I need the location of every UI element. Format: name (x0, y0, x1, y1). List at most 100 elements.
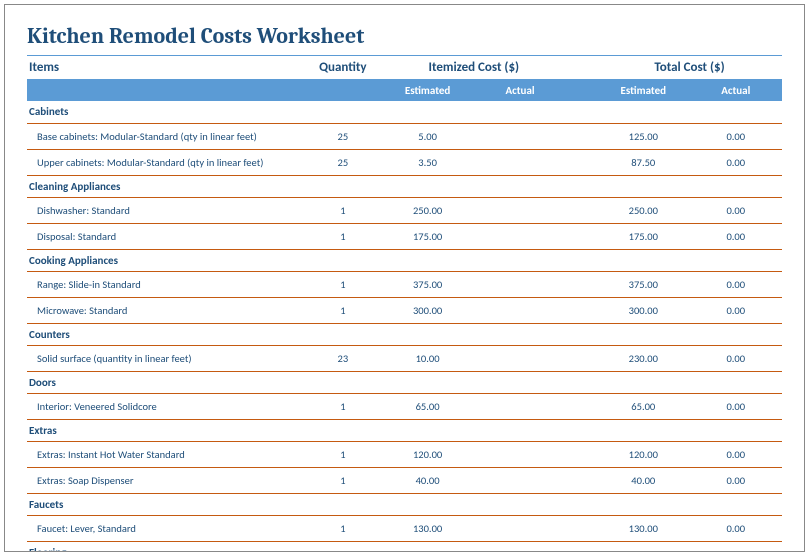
item-total-actual: 0.00 (690, 441, 783, 467)
item-actual (474, 467, 566, 493)
item-label: Upper cabinets: Modular-Standard (qty in… (27, 149, 304, 175)
item-estimated: 375.00 (381, 271, 473, 297)
table-row: Base cabinets: Modular-Standard (qty in … (27, 123, 782, 149)
item-total-actual: 0.00 (690, 515, 783, 541)
table-row: Faucet: Lever, Standard1130.00130.000.00 (27, 515, 782, 541)
table-row: Disposal: Standard1175.00175.000.00 (27, 223, 782, 249)
item-qty: 1 (304, 441, 381, 467)
page-title: Kitchen Remodel Costs Worksheet (27, 23, 782, 49)
item-estimated: 3.50 (381, 149, 473, 175)
gap (566, 441, 597, 467)
item-actual (474, 197, 566, 223)
subheader-estimated: Estimated (381, 80, 473, 102)
item-label: Extras: Soap Dispenser (27, 467, 304, 493)
item-total-actual: 0.00 (690, 271, 783, 297)
section-header: Extras (27, 419, 782, 441)
gap (566, 515, 597, 541)
item-label: Interior: Veneered Solidcore (27, 393, 304, 419)
section-header: Flooring (27, 541, 782, 552)
item-actual (474, 393, 566, 419)
item-total-actual: 0.00 (690, 467, 783, 493)
item-total-actual: 0.00 (690, 223, 783, 249)
item-total-estimated: 300.00 (597, 297, 689, 323)
item-label: Dishwasher: Standard (27, 197, 304, 223)
table-row: Upper cabinets: Modular-Standard (qty in… (27, 149, 782, 175)
item-qty: 1 (304, 467, 381, 493)
item-actual (474, 345, 566, 371)
item-total-estimated: 125.00 (597, 123, 689, 149)
item-total-estimated: 230.00 (597, 345, 689, 371)
item-total-estimated: 250.00 (597, 197, 689, 223)
item-label: Range: Slide-in Standard (27, 271, 304, 297)
item-actual (474, 441, 566, 467)
table-row: Extras: Soap Dispenser140.0040.000.00 (27, 467, 782, 493)
gap (566, 345, 597, 371)
item-estimated: 300.00 (381, 297, 473, 323)
item-estimated: 120.00 (381, 441, 473, 467)
item-qty: 1 (304, 515, 381, 541)
table-row: Dishwasher: Standard1250.00250.000.00 (27, 197, 782, 223)
table-subheader: Estimated Actual Estimated Actual (27, 80, 782, 102)
gap (566, 271, 597, 297)
section-header: Doors (27, 371, 782, 393)
section-header: Cabinets (27, 101, 782, 123)
gap (566, 149, 597, 175)
item-total-actual: 0.00 (690, 393, 783, 419)
section-header: Faucets (27, 493, 782, 515)
gap (566, 197, 597, 223)
gap (566, 297, 597, 323)
item-actual (474, 223, 566, 249)
subheader-total-actual: Actual (690, 80, 783, 102)
item-total-estimated: 65.00 (597, 393, 689, 419)
section-label: Cabinets (27, 101, 782, 123)
item-total-actual: 0.00 (690, 345, 783, 371)
item-actual (474, 271, 566, 297)
gap (566, 393, 597, 419)
item-total-actual: 0.00 (690, 197, 783, 223)
section-label: Flooring (27, 541, 782, 552)
section-header: Counters (27, 323, 782, 345)
header-quantity: Quantity (304, 56, 381, 80)
section-label: Faucets (27, 493, 782, 515)
item-total-estimated: 175.00 (597, 223, 689, 249)
item-actual (474, 515, 566, 541)
table-header: Items Quantity Itemized Cost ($) Total C… (27, 56, 782, 80)
section-label: Cleaning Appliances (27, 175, 782, 197)
item-estimated: 5.00 (381, 123, 473, 149)
item-total-estimated: 40.00 (597, 467, 689, 493)
subheader-actual: Actual (474, 80, 566, 102)
item-total-estimated: 87.50 (597, 149, 689, 175)
table-row: Solid surface (quantity in linear feet)2… (27, 345, 782, 371)
item-qty: 25 (304, 123, 381, 149)
section-header: Cleaning Appliances (27, 175, 782, 197)
item-label: Faucet: Lever, Standard (27, 515, 304, 541)
subheader-total-estimated: Estimated (597, 80, 689, 102)
header-total: Total Cost ($) (597, 56, 782, 80)
item-estimated: 65.00 (381, 393, 473, 419)
item-label: Extras: Instant Hot Water Standard (27, 441, 304, 467)
item-qty: 1 (304, 197, 381, 223)
item-actual (474, 149, 566, 175)
item-qty: 1 (304, 271, 381, 297)
item-qty: 23 (304, 345, 381, 371)
item-total-actual: 0.00 (690, 149, 783, 175)
section-label: Cooking Appliances (27, 249, 782, 271)
item-actual (474, 297, 566, 323)
item-qty: 25 (304, 149, 381, 175)
item-estimated: 40.00 (381, 467, 473, 493)
section-label: Counters (27, 323, 782, 345)
cost-table: Items Quantity Itemized Cost ($) Total C… (27, 55, 782, 552)
gap (566, 223, 597, 249)
table-row: Interior: Veneered Solidcore165.0065.000… (27, 393, 782, 419)
item-estimated: 250.00 (381, 197, 473, 223)
item-total-estimated: 120.00 (597, 441, 689, 467)
item-label: Disposal: Standard (27, 223, 304, 249)
item-total-actual: 0.00 (690, 123, 783, 149)
item-label: Microwave: Standard (27, 297, 304, 323)
item-qty: 1 (304, 223, 381, 249)
section-label: Extras (27, 419, 782, 441)
item-actual (474, 123, 566, 149)
section-label: Doors (27, 371, 782, 393)
section-header: Cooking Appliances (27, 249, 782, 271)
item-qty: 1 (304, 393, 381, 419)
